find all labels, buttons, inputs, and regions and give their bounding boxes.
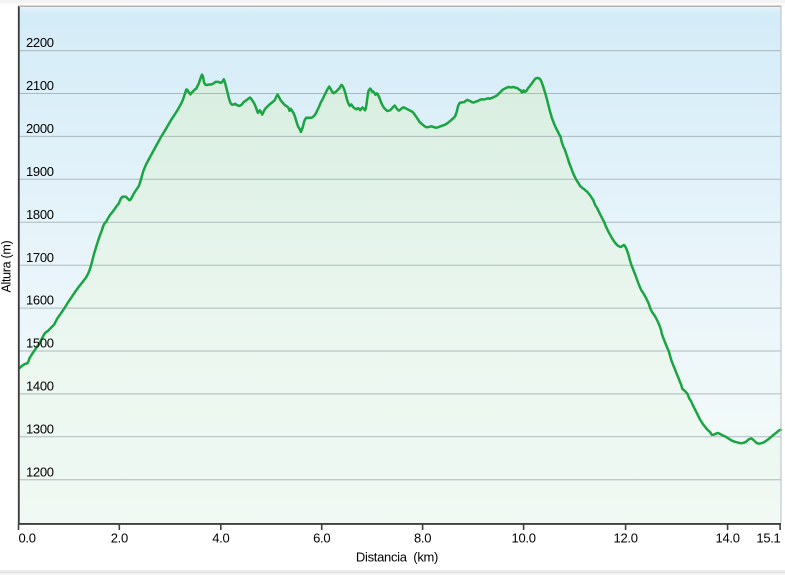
svg-text:15.1: 15.1 bbox=[756, 531, 780, 546]
svg-text:14.0: 14.0 bbox=[716, 531, 740, 546]
svg-text:1900: 1900 bbox=[26, 164, 54, 179]
svg-text:1400: 1400 bbox=[26, 379, 54, 394]
svg-text:6.0: 6.0 bbox=[313, 531, 330, 546]
svg-text:1300: 1300 bbox=[26, 421, 54, 436]
svg-text:1500: 1500 bbox=[26, 336, 54, 351]
svg-text:2100: 2100 bbox=[26, 78, 54, 93]
svg-text:2.0: 2.0 bbox=[111, 531, 128, 546]
svg-text:1700: 1700 bbox=[26, 250, 54, 265]
svg-text:1800: 1800 bbox=[26, 207, 54, 222]
svg-text:2000: 2000 bbox=[26, 121, 54, 136]
svg-text:4.0: 4.0 bbox=[212, 531, 229, 546]
svg-text:Altura (m): Altura (m) bbox=[0, 241, 14, 293]
svg-text:1600: 1600 bbox=[26, 293, 54, 308]
svg-text:Distancia (km): Distancia (km) bbox=[356, 550, 438, 565]
svg-text:12.0: 12.0 bbox=[614, 531, 638, 546]
svg-text:1200: 1200 bbox=[26, 464, 54, 479]
svg-text:0.0: 0.0 bbox=[19, 531, 36, 546]
svg-text:2200: 2200 bbox=[26, 35, 54, 50]
svg-text:10.0: 10.0 bbox=[512, 531, 536, 546]
svg-text:8.0: 8.0 bbox=[414, 531, 431, 546]
